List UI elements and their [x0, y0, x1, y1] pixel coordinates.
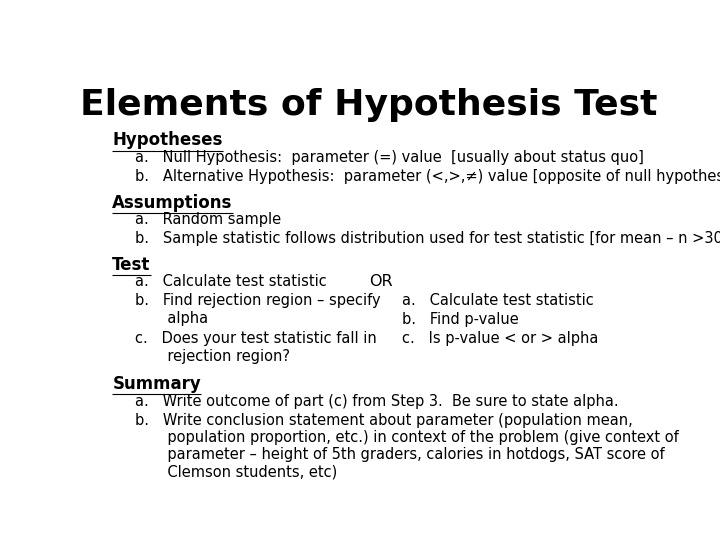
Text: a.   Random sample: a. Random sample — [135, 212, 281, 227]
Text: Elements of Hypothesis Test: Elements of Hypothesis Test — [80, 87, 658, 122]
Text: Summary: Summary — [112, 375, 201, 393]
Text: Assumptions: Assumptions — [112, 193, 233, 212]
Text: c.   Does your test statistic fall in
       rejection region?: c. Does your test statistic fall in reje… — [135, 332, 377, 364]
Text: a.   Write outcome of part (c) from Step 3.  Be sure to state alpha.: a. Write outcome of part (c) from Step 3… — [135, 394, 618, 409]
Text: b.   Alternative Hypothesis:  parameter (<,>,≠) value [opposite of null hypothes: b. Alternative Hypothesis: parameter (<,… — [135, 169, 720, 184]
Text: Test: Test — [112, 256, 150, 274]
Text: b.   Find p-value: b. Find p-value — [402, 312, 519, 327]
Text: Hypotheses: Hypotheses — [112, 131, 222, 150]
Text: c.   Is p-value < or > alpha: c. Is p-value < or > alpha — [402, 332, 599, 346]
Text: b.   Sample statistic follows distribution used for test statistic [for mean – n: b. Sample statistic follows distribution… — [135, 231, 720, 246]
Text: OR: OR — [369, 274, 392, 289]
Text: b.   Find rejection region – specify
       alpha: b. Find rejection region – specify alpha — [135, 293, 380, 326]
Text: a.   Calculate test statistic: a. Calculate test statistic — [402, 293, 594, 308]
Text: b.   Write conclusion statement about parameter (population mean,
       populat: b. Write conclusion statement about para… — [135, 413, 678, 480]
Text: a.   Calculate test statistic: a. Calculate test statistic — [135, 274, 326, 289]
Text: a.   Null Hypothesis:  parameter (=) value  [usually about status quo]: a. Null Hypothesis: parameter (=) value … — [135, 150, 644, 165]
